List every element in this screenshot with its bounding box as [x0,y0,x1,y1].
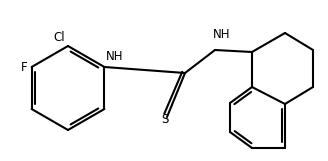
Text: F: F [21,61,28,74]
Text: NH: NH [106,50,124,63]
Text: NH: NH [213,28,231,41]
Text: S: S [161,113,169,126]
Text: Cl: Cl [53,31,65,44]
